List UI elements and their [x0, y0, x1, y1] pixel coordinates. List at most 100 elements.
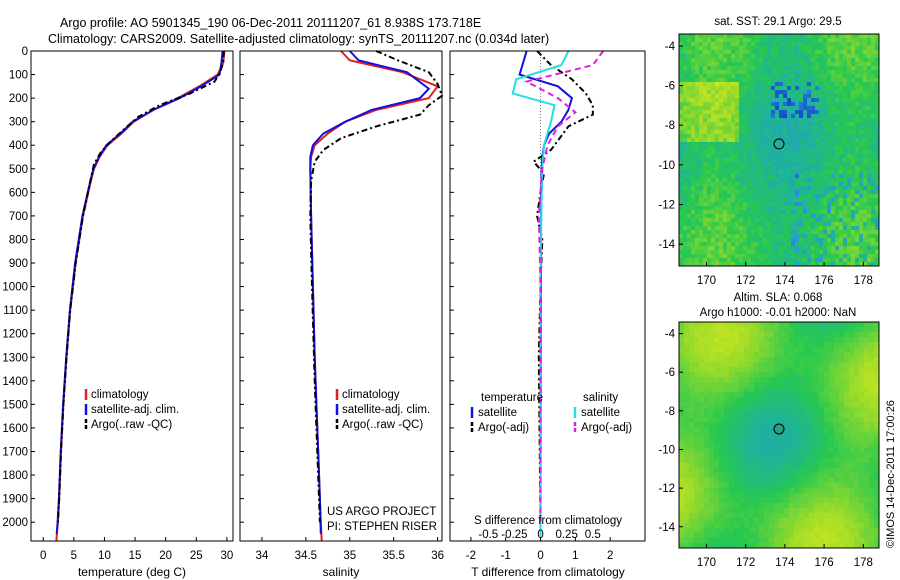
map-cell	[747, 246, 752, 251]
map-cell	[784, 532, 790, 539]
map-cell	[719, 502, 725, 509]
map-cell	[819, 206, 824, 211]
map-cell	[695, 98, 700, 103]
map-cell	[835, 62, 840, 67]
map-cell	[719, 397, 725, 403]
map-cell	[703, 218, 708, 223]
map-cell	[743, 254, 748, 259]
map-cell	[867, 222, 872, 227]
map-cell	[703, 42, 708, 47]
map-cell	[824, 412, 830, 418]
map-cell	[803, 254, 808, 259]
map-cell	[839, 462, 845, 469]
map-cell	[734, 332, 740, 338]
map-cell	[819, 122, 824, 127]
map-cell	[735, 150, 740, 155]
map-cell	[849, 472, 855, 479]
temperature-ytick-label: 0	[22, 46, 28, 58]
map-cell	[815, 250, 820, 255]
map-cell	[703, 258, 708, 263]
map-cell	[843, 70, 848, 75]
map-cell	[844, 447, 850, 453]
map-cell	[707, 158, 712, 163]
map-cell	[835, 114, 840, 119]
map-cell	[799, 182, 804, 187]
map-cell	[849, 532, 855, 539]
map-cell	[704, 452, 710, 458]
map-cell	[859, 106, 864, 111]
map-cell	[791, 250, 796, 255]
map-cell	[864, 342, 870, 348]
map-cell	[734, 327, 740, 333]
map-cell	[789, 342, 795, 348]
map-cell	[755, 114, 760, 119]
map-cell	[844, 342, 850, 348]
map-cell	[875, 146, 880, 151]
map-cell	[787, 74, 792, 79]
map-cell	[843, 190, 848, 195]
map-cell	[783, 78, 788, 83]
map-cell	[827, 82, 832, 87]
map-cell	[711, 202, 716, 207]
map-cell	[795, 54, 800, 59]
map-cell	[867, 190, 872, 195]
map-cell	[783, 202, 788, 207]
map-cell	[704, 532, 710, 539]
map-cell	[795, 70, 800, 75]
map-cell	[707, 230, 712, 235]
map-cell	[683, 130, 688, 135]
map-cell	[799, 242, 804, 247]
map-cell	[855, 122, 860, 127]
map-cell	[679, 146, 684, 151]
map-cell	[689, 437, 695, 443]
map-cell	[799, 206, 804, 211]
map-cell	[709, 457, 715, 464]
map-cell	[754, 422, 760, 428]
map-cell	[749, 482, 755, 489]
map-cell	[744, 332, 750, 338]
map-cell	[747, 138, 752, 143]
map-cell	[769, 532, 775, 539]
map-cell	[759, 62, 764, 67]
temperature-ytick-label: 100	[9, 70, 28, 82]
map-cell	[834, 357, 840, 363]
map-cell	[827, 66, 832, 71]
map-cell	[775, 122, 780, 127]
map-cell	[711, 178, 716, 183]
map-cell	[755, 194, 760, 199]
map-cell	[769, 487, 775, 494]
map-cell	[704, 332, 710, 338]
salinity-xtick-label: 35	[343, 550, 356, 562]
map-cell	[815, 98, 820, 103]
map-cell	[684, 397, 690, 403]
map-cell	[735, 74, 740, 79]
map-cell	[719, 412, 725, 418]
map-cell	[767, 130, 772, 135]
map-cell	[724, 347, 730, 353]
map-cell	[751, 162, 756, 167]
map-cell	[839, 477, 845, 484]
map-cell	[855, 262, 860, 267]
map-cell	[764, 512, 770, 519]
map-cell	[851, 234, 856, 239]
map-cell	[687, 214, 692, 219]
map-cell	[739, 517, 745, 524]
map-cell	[743, 66, 748, 71]
map-cell	[794, 512, 800, 519]
map-cell	[843, 142, 848, 147]
map-cell	[723, 250, 728, 255]
map-cell	[711, 122, 716, 127]
map-cell	[754, 482, 760, 489]
map-cell	[703, 182, 708, 187]
map-xtick-label: 174	[775, 275, 795, 287]
map-cell	[859, 352, 865, 358]
map-cell	[735, 218, 740, 223]
map-cell	[723, 138, 728, 143]
map-cell	[699, 537, 705, 544]
map-cell	[799, 110, 804, 115]
map-cell	[747, 78, 752, 83]
map-cell	[874, 527, 880, 534]
map-cell	[719, 407, 725, 413]
map-cell	[791, 94, 796, 99]
map-cell	[709, 392, 715, 398]
